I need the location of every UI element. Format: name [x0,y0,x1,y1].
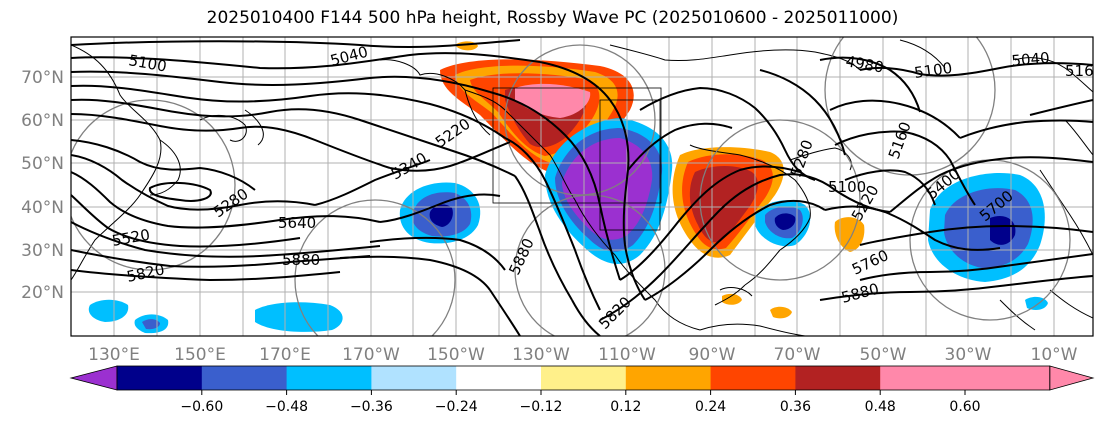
lon-label: 130°W [512,345,570,365]
contour-label: 5880 [282,251,320,269]
colorbar-outline [116,365,1051,391]
colorbar-tick-label: −0.48 [265,399,308,415]
lon-label: 170°E [259,345,311,365]
colorbar-cell [541,366,627,390]
lon-label: 10°W [1031,345,1078,365]
colorbar-cell [880,366,966,390]
lat-label: 50°N [21,154,64,174]
lon-label: 30°W [945,345,992,365]
colorbar-cell [117,366,203,390]
contour-label: 5640 [278,214,316,232]
colorbar-tick-label: 0.36 [780,399,811,415]
map-title: 2025010400 F144 500 hPa height, Rossby W… [206,8,899,28]
contour-label: 5040 [1011,49,1051,70]
gridlines [71,37,1093,336]
lon-label: 110°W [598,345,656,365]
lon-label: 150°E [174,345,226,365]
colorbar-extend-high [1049,365,1095,391]
lat-label: 30°N [21,241,64,261]
contour-label: 5160 [1065,62,1103,80]
colorbar-tick-label: −0.12 [520,399,563,415]
colorbar-tick-label: 0.12 [610,399,641,415]
contour-label: 5100 [828,178,866,196]
contour-label: 5100 [913,59,953,82]
colorbar-cell [795,366,881,390]
colorbar-tick-label: −0.24 [435,399,478,415]
box-overlays [492,87,662,231]
colorbar-cell [625,366,712,390]
colorbar-cell [371,366,457,390]
colorbar-ticks: −0.60 −0.48 −0.36 −0.24 −0.12 0.12 0.24 0.36 0.4… [180,390,981,415]
colorbar-tick-label: 0.48 [865,399,896,415]
lon-label: 70°W [774,345,821,365]
colorbar-tick-label: 0.60 [949,399,980,415]
colorbar-cell [710,366,796,390]
latitude-labels: 70°N 60°N 50°N 40°N 30°N 20°N [21,68,64,303]
map-plot-area: 5100 5040 4980 5100 5040 5160 5220 5340 … [71,37,1103,336]
height-contours [71,39,1093,336]
colorbar: −0.60 −0.48 −0.36 −0.24 −0.12 0.12 0.24 0.36 0.4… [69,365,1095,415]
lon-label: 170°W [342,345,400,365]
colorbar-cell [286,366,372,390]
colorbar-tick-label: −0.36 [350,399,393,415]
lat-label: 40°N [21,198,64,218]
colorbar-tick-label: 0.24 [695,399,726,415]
colorbar-cell [201,366,288,390]
colorbar-cell [456,366,542,390]
colorbar-extend-low [69,365,118,391]
lat-label: 60°N [21,111,64,131]
colorbar-tick-label: −0.60 [180,399,223,415]
colorbar-cell [965,366,1051,390]
lat-label: 70°N [21,68,64,88]
lon-label: 150°W [427,345,485,365]
lon-label: 50°W [860,345,907,365]
lon-label: 90°W [689,345,736,365]
map-frame [70,36,1094,337]
lat-label: 20°N [21,283,64,303]
lon-label: 130°E [88,345,140,365]
colorbar-cells [69,365,1095,391]
longitude-labels: 130°E 150°E 170°E 170°W 150°W 130°W 110°… [88,345,1078,365]
